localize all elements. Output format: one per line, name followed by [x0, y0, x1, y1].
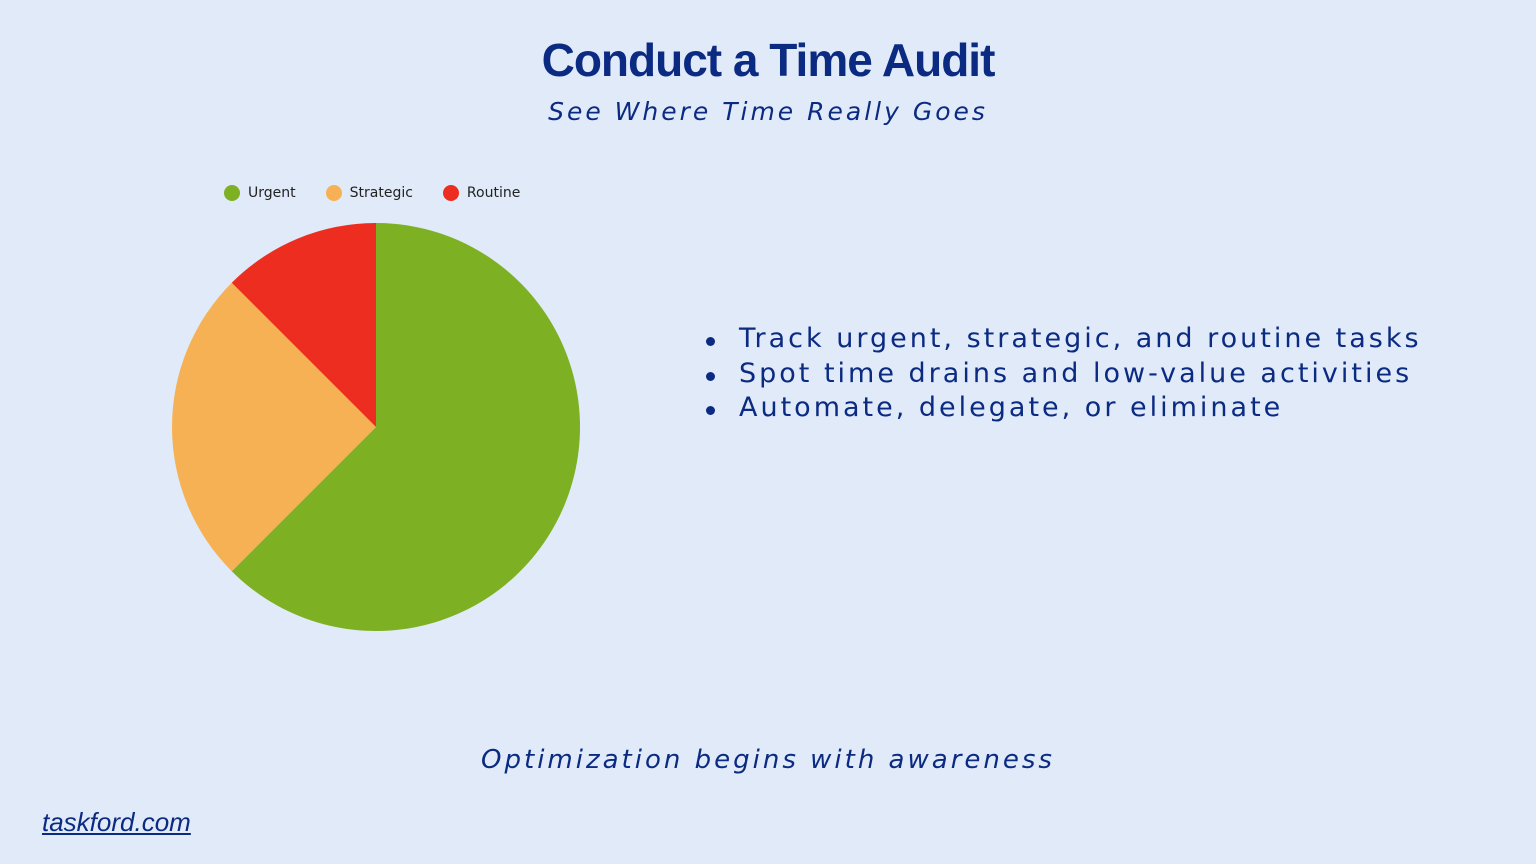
- bullet-text: Automate, delegate, or eliminate: [739, 392, 1284, 423]
- page-title: Conduct a Time Audit: [541, 34, 996, 86]
- bullet-item: Spot time drains and low-value activitie…: [700, 357, 1422, 392]
- bullet-item: Automate, delegate, or eliminate: [700, 391, 1422, 426]
- legend-item-strategic[interactable]: Strategic: [325, 185, 413, 201]
- legend-item-routine[interactable]: Routine: [442, 185, 521, 201]
- legend-label-routine: Routine: [466, 185, 521, 201]
- bullet-dot: [706, 406, 715, 415]
- legend-swatch-urgent: [224, 185, 240, 201]
- bullet-item: Track urgent, strategic, and routine tas…: [700, 322, 1422, 357]
- legend-swatch-routine: [442, 185, 459, 201]
- pie-slice-strategic[interactable]: [172, 282, 376, 572]
- legend-swatch-strategic: [325, 185, 342, 201]
- legend-label-strategic: Strategic: [349, 185, 413, 201]
- tagline: Optimization begins with awareness: [481, 745, 1055, 775]
- footer-link[interactable]: taskford.com: [42, 807, 191, 837]
- pie-slice-routine[interactable]: [231, 223, 376, 427]
- bullet-dot: [706, 337, 715, 346]
- pie-slice-urgent[interactable]: [231, 223, 581, 631]
- legend-label-urgent: Urgent: [248, 185, 296, 201]
- bullet-text: Spot time drains and low-value activitie…: [739, 357, 1413, 389]
- page-subtitle: See Where Time Really Goes: [548, 97, 988, 126]
- pie-chart: [172, 223, 581, 631]
- legend-item-urgent[interactable]: Urgent: [224, 185, 296, 201]
- bullet-list: Track urgent, strategic, and routine tas…: [700, 322, 1422, 426]
- bullet-text: Track urgent, strategic, and routine tas…: [739, 323, 1422, 354]
- chart-legend: Urgent Strategic Routine: [224, 182, 550, 204]
- bullet-dot: [706, 371, 715, 381]
